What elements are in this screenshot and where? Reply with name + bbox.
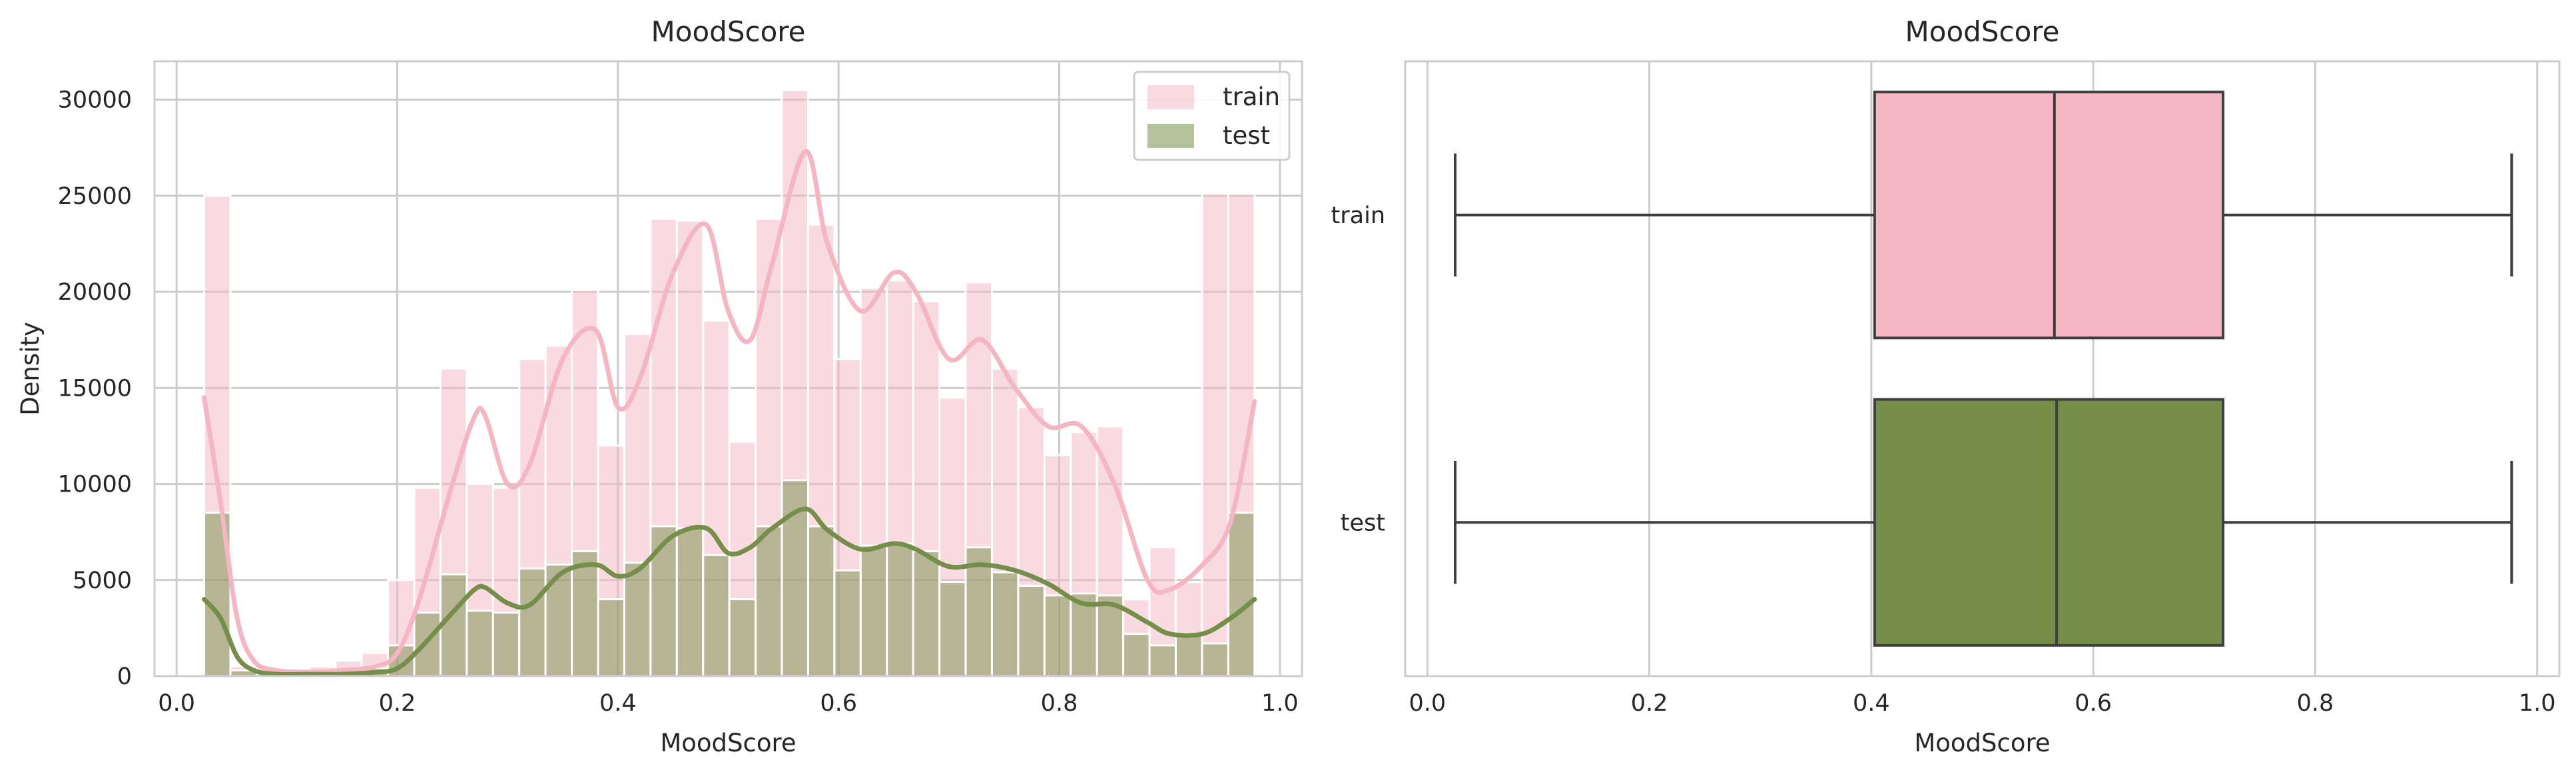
train-bar-38 — [1201, 193, 1229, 677]
h-x-tick-label-3: 0.6 — [820, 690, 857, 717]
b-x-tick-label-4: 0.8 — [2297, 690, 2334, 717]
histogram-y-tick-labels: 0 5000 10000 15000 20000 25000 30000 — [58, 87, 132, 690]
test-bar-21 — [755, 525, 783, 677]
h-y-tick-label-4: 20000 — [58, 279, 132, 306]
test-bar-31 — [1017, 584, 1046, 677]
b-x-tick-label-2: 0.4 — [1853, 690, 1890, 717]
test-bar-20 — [728, 598, 757, 677]
test-bar-24 — [833, 569, 862, 677]
histogram-x-tick-labels: 0.0 0.2 0.4 0.6 0.8 1.0 — [158, 690, 1298, 717]
b-x-tick-label-1: 0.2 — [1631, 690, 1668, 717]
histogram-panel: 0.0 0.2 0.4 0.6 0.8 1.0 0 5000 10000 15000 20000 2… — [16, 15, 1303, 757]
test-box — [1453, 398, 2513, 647]
boxplot-frame — [1404, 60, 2561, 677]
h-x-tick-label-1: 0.2 — [379, 690, 416, 717]
boxplot-panel: 0.0 0.2 0.4 0.6 0.8 1.0 train test MoodScore M… — [1331, 15, 2561, 757]
h-y-tick-label-3: 15000 — [58, 375, 132, 402]
b-x-tick-label-3: 0.6 — [2075, 690, 2112, 717]
legend-label-test: test — [1223, 121, 1270, 150]
h-y-tick-label-2: 10000 — [58, 472, 132, 498]
test-bar-38 — [1201, 642, 1229, 677]
test-kde-line — [202, 506, 1257, 677]
boxplot-title: MoodScore — [1905, 15, 2060, 48]
test-bar-19 — [702, 554, 731, 677]
histogram-x-axis-label: MoodScore — [660, 729, 796, 757]
test-bar-16 — [623, 562, 652, 677]
kde-curves — [202, 149, 1257, 677]
h-y-tick-label-0: 0 — [117, 663, 132, 690]
histogram-frame — [153, 60, 1303, 677]
h-x-tick-label-5: 1.0 — [1261, 690, 1299, 717]
b-category-label-test: test — [1341, 510, 1385, 536]
test-bar-29 — [964, 546, 993, 677]
h-x-tick-label-4: 0.8 — [1041, 690, 1078, 717]
test-bar-14 — [571, 550, 599, 677]
boxplot-x-tick-labels: 0.0 0.2 0.4 0.6 0.8 1.0 — [1409, 690, 2555, 717]
train-iqr-box — [1873, 91, 2225, 340]
test-bar-30 — [990, 571, 1020, 677]
test-bar-18 — [675, 527, 705, 677]
b-x-tick-label-5: 1.0 — [2519, 690, 2556, 717]
h-x-tick-label-0: 0.0 — [158, 690, 195, 717]
test-bar-10 — [466, 609, 494, 677]
train-kde-line — [202, 149, 1257, 675]
train-box — [1453, 91, 2513, 340]
test-bar-12 — [518, 567, 547, 677]
test-bar-39 — [1227, 512, 1256, 677]
legend-swatch-train — [1147, 85, 1194, 109]
test-bar-36 — [1148, 644, 1177, 677]
test-bar-28 — [938, 581, 967, 677]
h-y-tick-label-5: 25000 — [58, 183, 132, 210]
test-bar-25 — [859, 544, 888, 677]
test-bar-32 — [1043, 594, 1072, 677]
boxplot-gridlines — [1426, 61, 2539, 676]
h-x-tick-label-2: 0.4 — [599, 690, 637, 717]
boxplot-marks — [1453, 91, 2513, 647]
boxplot-x-axis-label: MoodScore — [1914, 729, 2050, 757]
histogram-title: MoodScore — [651, 15, 806, 48]
test-bar-17 — [649, 525, 678, 677]
histogram-y-axis-label: Density — [16, 322, 45, 416]
b-x-tick-label-0: 0.0 — [1409, 690, 1446, 717]
boxplot-category-labels: train test — [1331, 202, 1385, 537]
legend: train test — [1133, 71, 1291, 161]
test-bar-23 — [806, 525, 836, 677]
h-y-tick-label-1: 5000 — [73, 568, 132, 594]
test-iqr-box — [1873, 398, 2225, 647]
test-bar-27 — [912, 550, 941, 677]
b-category-label-train: train — [1331, 202, 1385, 229]
test-bar-35 — [1122, 633, 1151, 677]
test-bar-26 — [886, 542, 914, 677]
test-bar-11 — [491, 611, 521, 677]
test-bar-37 — [1174, 633, 1203, 677]
h-y-tick-label-6: 30000 — [58, 87, 132, 114]
test-bar-15 — [597, 598, 625, 677]
test-bar-8 — [413, 611, 442, 677]
legend-swatch-test — [1147, 124, 1194, 148]
test-bar-9 — [439, 573, 468, 677]
legend-label-train: train — [1223, 83, 1280, 111]
